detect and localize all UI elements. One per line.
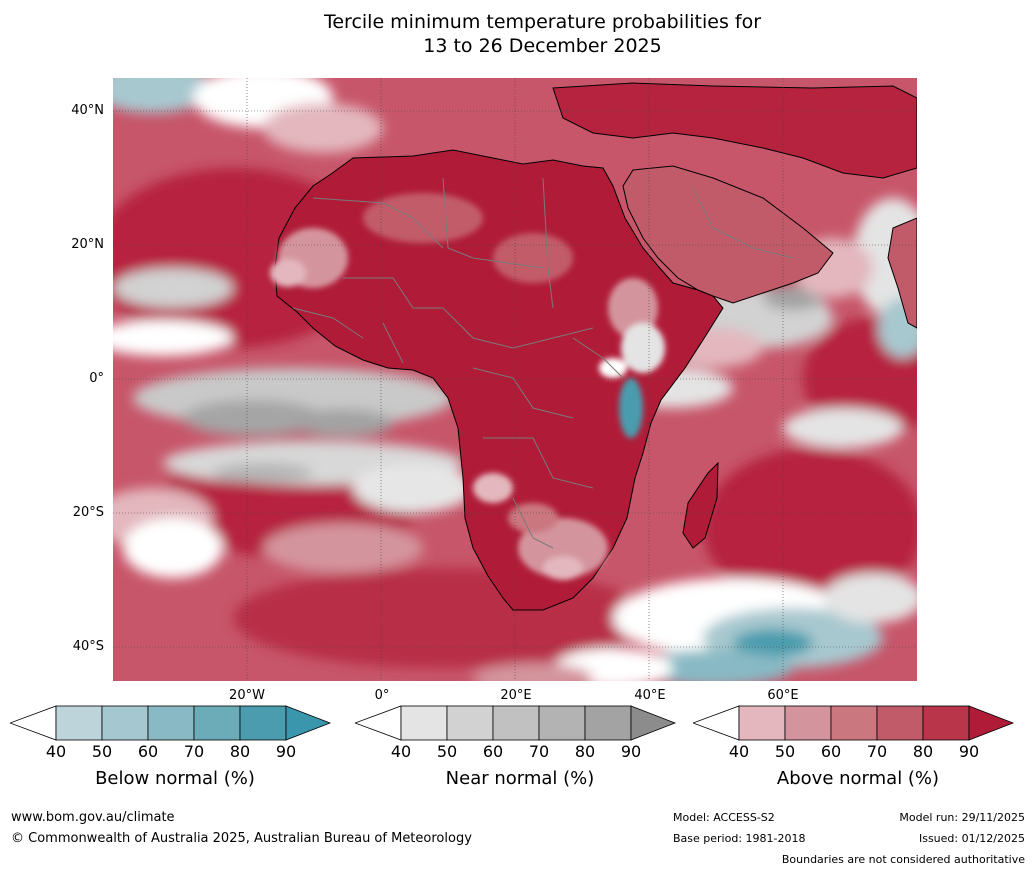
tick-label: 40 xyxy=(45,742,67,761)
colorbar-segment xyxy=(446,705,494,741)
title-line-2: 13 to 26 December 2025 xyxy=(423,35,662,57)
tick-label: 70 xyxy=(866,742,888,761)
lat-label-40n: 40°N xyxy=(71,103,104,118)
tick-label: 80 xyxy=(912,742,934,761)
colorbar-segment xyxy=(968,705,1015,741)
tick-label: 40 xyxy=(390,742,412,761)
colorbar-segment xyxy=(693,705,740,741)
colorbar-segment xyxy=(784,705,832,741)
arabia-landmass xyxy=(552,82,917,329)
legend-title: Above normal (%) xyxy=(776,768,940,789)
copyright-text: © Commonwealth of Australia 2025, Austra… xyxy=(11,831,472,846)
lat-label-20s: 20°S xyxy=(72,505,104,520)
tercile-map xyxy=(113,78,917,681)
madagascar xyxy=(682,461,719,549)
tick-label: 50 xyxy=(774,742,796,761)
tick-label: 50 xyxy=(91,742,113,761)
lat-label-20n: 20°N xyxy=(71,237,104,252)
tick-label: 40 xyxy=(728,742,750,761)
chart-title: Tercile minimum temperature probabilitie… xyxy=(0,10,1035,58)
tick-label: 70 xyxy=(528,742,550,761)
colorbar-above-normal xyxy=(693,705,1015,741)
issued-date: Issued: 01/12/2025 xyxy=(918,832,1025,845)
lon-label-20e: 20°E xyxy=(500,688,532,703)
legend-below-normal: 40 50 60 70 80 90 Below normal (%) xyxy=(10,705,340,795)
tick-label: 60 xyxy=(482,742,504,761)
colorbar-segment xyxy=(101,705,149,741)
legend-above-normal: 40 50 60 70 80 90 Above normal (%) xyxy=(693,705,1023,795)
colorbar-segment xyxy=(538,705,586,741)
model-name: Model: ACCESS-S2 xyxy=(673,811,775,824)
colorbar-segment xyxy=(193,705,241,741)
colorbar-segment xyxy=(922,705,970,741)
lat-label-40s: 40°S xyxy=(72,639,104,654)
colorbar-segment xyxy=(876,705,924,741)
country-borders xyxy=(292,177,794,549)
lat-label-0: 0° xyxy=(89,371,104,386)
africa-landmass xyxy=(270,149,724,611)
colorbar-below-normal xyxy=(10,705,332,741)
title-line-1: Tercile minimum temperature probabilitie… xyxy=(323,11,762,33)
lon-label-40e: 40°E xyxy=(634,688,666,703)
colorbar-segment xyxy=(492,705,540,741)
lon-label-20w: 20°W xyxy=(229,688,265,703)
model-run-date: Model run: 29/11/2025 xyxy=(899,811,1025,824)
colorbar-segment xyxy=(285,705,332,741)
colorbar-segment xyxy=(355,705,402,741)
legend-near-normal: 40 50 60 70 80 90 Near normal (%) xyxy=(355,705,685,795)
lon-label-60e: 60°E xyxy=(767,688,799,703)
legend-title: Near normal (%) xyxy=(445,768,595,789)
tick-label: 60 xyxy=(820,742,842,761)
colorbar-segment xyxy=(830,705,878,741)
tick-label: 80 xyxy=(574,742,596,761)
website-link[interactable]: www.bom.gov.au/climate xyxy=(11,810,175,825)
graticule xyxy=(113,78,917,681)
lon-label-0: 0° xyxy=(374,688,390,703)
colorbar-segment xyxy=(400,705,448,741)
colorbar-segment xyxy=(147,705,195,741)
colorbar-near-normal xyxy=(355,705,677,741)
colorbar-segment xyxy=(55,705,103,741)
colorbar-segment xyxy=(239,705,287,741)
colorbar-segment xyxy=(630,705,677,741)
base-period: Base period: 1981-2018 xyxy=(673,832,806,845)
legend-title: Below normal (%) xyxy=(95,768,255,789)
tick-label: 60 xyxy=(137,742,159,761)
tick-label: 90 xyxy=(620,742,642,761)
tick-label: 90 xyxy=(275,742,297,761)
colorbar-segment xyxy=(738,705,786,741)
tick-label: 80 xyxy=(229,742,251,761)
colorbar-segment xyxy=(584,705,632,741)
tick-label: 70 xyxy=(183,742,205,761)
tick-label: 90 xyxy=(958,742,980,761)
boundary-disclaimer: Boundaries are not considered authoritat… xyxy=(781,853,1025,866)
tick-label: 50 xyxy=(436,742,458,761)
colorbar-segment xyxy=(10,705,57,741)
